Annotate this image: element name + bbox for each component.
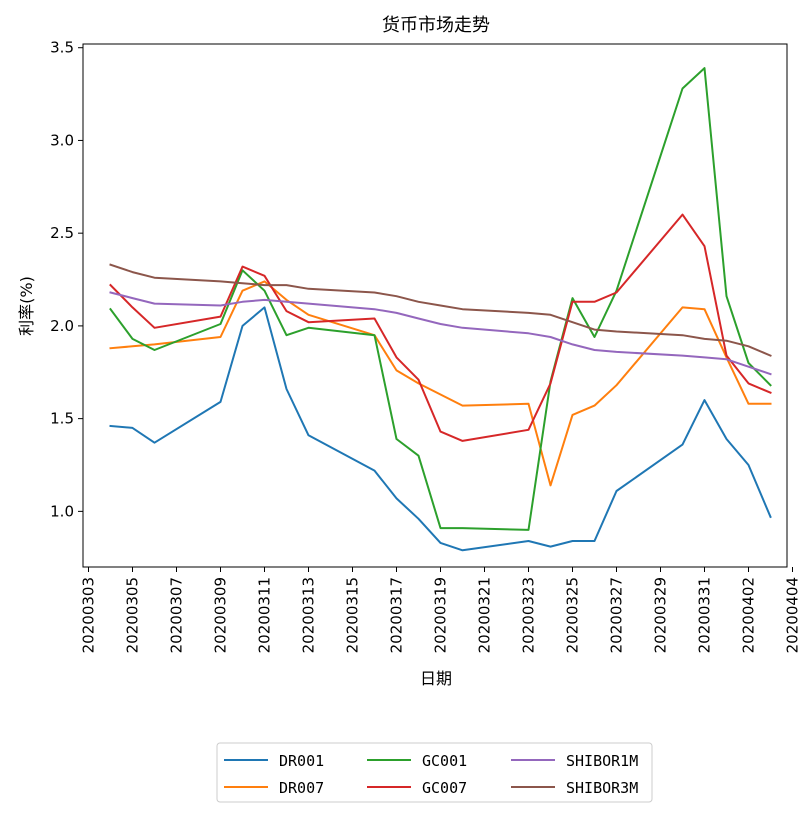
- chart-title: 货币市场走势: [382, 15, 490, 36]
- x-tick-label: 20200404: [784, 577, 800, 653]
- x-tick-label: 20200303: [80, 577, 98, 653]
- x-tick-label: 20200321: [476, 577, 494, 653]
- y-tick-label: 3.0: [50, 131, 74, 149]
- x-tick-label: 20200317: [388, 577, 406, 653]
- x-axis-label: 日期: [420, 669, 452, 688]
- legend: DR001 DR007 GC001 GC007 SHIBOR1M SHIBOR3M: [217, 743, 652, 802]
- x-tick-label: 20200311: [256, 577, 274, 653]
- x-tick-label: 20200319: [432, 577, 450, 653]
- x-tick-label: 20200325: [564, 577, 582, 653]
- x-tick-label: 20200315: [344, 577, 362, 653]
- y-tick-label: 1.5: [50, 410, 74, 428]
- legend-label-dr001: DR001: [279, 752, 324, 770]
- x-tick-label: 20200327: [608, 577, 626, 653]
- legend-label-shibor1m: SHIBOR1M: [566, 752, 638, 770]
- legend-label-gc001: GC001: [422, 752, 467, 770]
- x-tick-label: 20200329: [652, 577, 670, 653]
- x-tick-label: 20200313: [300, 577, 318, 653]
- legend-label-dr007: DR007: [279, 779, 324, 797]
- x-tick-label: 20200402: [740, 577, 758, 653]
- x-tick-label: 20200305: [124, 577, 142, 653]
- y-tick-label: 2.5: [50, 224, 74, 242]
- x-tick-label: 20200331: [696, 577, 714, 653]
- x-tick-label: 20200309: [212, 577, 230, 653]
- legend-label-shibor3m: SHIBOR3M: [566, 779, 638, 797]
- legend-label-gc007: GC007: [422, 779, 467, 797]
- x-tick-label: 20200307: [168, 577, 186, 653]
- y-axis-label: 利率(%): [17, 276, 36, 336]
- y-tick-label: 1.0: [50, 502, 74, 520]
- y-tick-label: 3.5: [50, 39, 74, 57]
- x-tick-label: 20200323: [520, 577, 538, 653]
- y-tick-label: 2.0: [50, 317, 74, 335]
